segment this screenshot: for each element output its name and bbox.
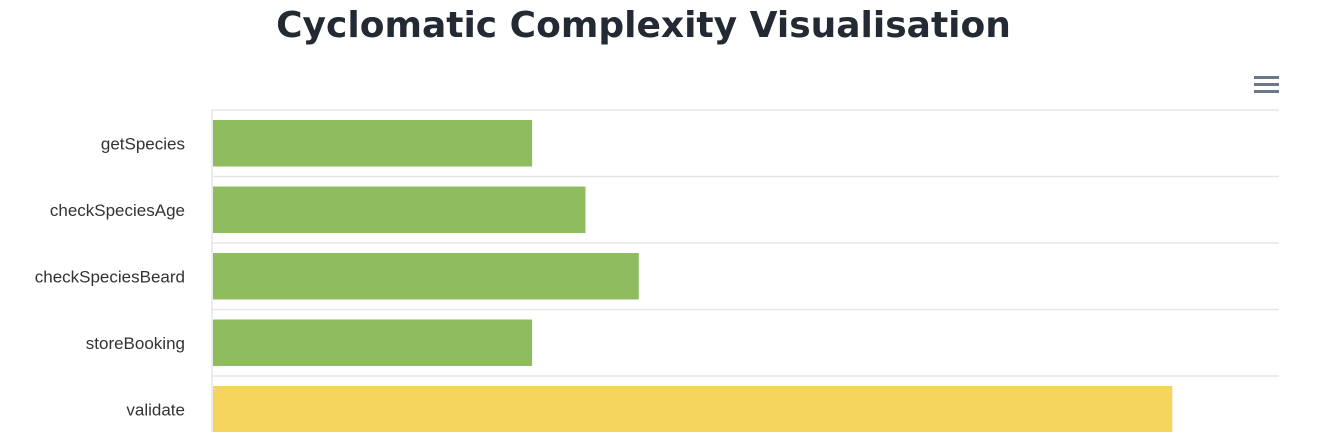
- menu-line: [1254, 90, 1279, 93]
- bar-getSpecies[interactable]: [213, 120, 533, 167]
- chart-title: Cyclomatic Complexity Visualisation: [276, 5, 1011, 46]
- grid-layer: [211, 109, 1279, 432]
- bar-checkSpeciesAge[interactable]: [213, 186, 586, 234]
- menu-line: [1254, 76, 1279, 79]
- bar-validate[interactable]: [213, 386, 1173, 432]
- bar-storeBooking[interactable]: [213, 319, 533, 367]
- category-label-validate: validate: [126, 400, 185, 419]
- bar-checkSpeciesBeard[interactable]: [213, 253, 639, 300]
- category-label-checkSpeciesAge: checkSpeciesAge: [50, 201, 185, 220]
- category-label-storeBooking: storeBooking: [86, 334, 185, 353]
- menu-line: [1254, 83, 1279, 86]
- category-label-checkSpeciesBeard: checkSpeciesBeard: [35, 267, 185, 286]
- hamburger-menu-icon[interactable]: [1251, 72, 1281, 96]
- bar-layer: [213, 120, 1173, 432]
- label-layer: getSpecies checkSpeciesAge checkSpeciesBea…: [35, 134, 185, 419]
- category-label-getSpecies: getSpecies: [101, 134, 185, 153]
